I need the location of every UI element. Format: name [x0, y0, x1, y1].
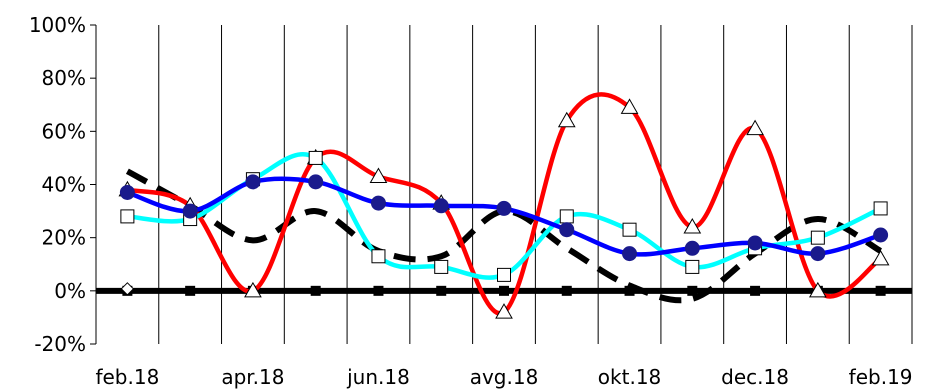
data-point-1 — [182, 203, 198, 219]
data-point-0 — [871, 249, 890, 266]
data-point-0 — [620, 98, 639, 114]
x-tick-label: avg.18 — [470, 365, 539, 389]
y-tick-label: -20% — [34, 332, 86, 356]
data-point-1 — [308, 174, 324, 190]
series-2 — [120, 150, 888, 282]
baseline-tick-marker — [499, 285, 509, 296]
baseline-tick-marker — [310, 285, 321, 296]
y-tick-label: 100% — [29, 13, 86, 37]
baseline-tick-marker — [687, 285, 698, 296]
x-tick-label: feb.18 — [95, 365, 159, 389]
axis-layer — [90, 24, 97, 345]
data-point-1 — [559, 222, 575, 238]
x-tick-label: apr.18 — [221, 365, 284, 389]
y-tick-label: 60% — [42, 119, 86, 143]
data-point-0 — [244, 281, 262, 298]
data-point-2 — [622, 222, 637, 237]
x-tick-label: okt.18 — [598, 365, 661, 389]
data-point-1 — [747, 235, 763, 251]
y-tick-label: 0% — [54, 279, 86, 303]
y-tick-label: 40% — [42, 173, 86, 197]
data-point-0 — [557, 111, 576, 128]
label-layer: -20% 0% 20% 40% 60% 80% 100% feb.18 apr.18 jun.18… — [29, 13, 913, 389]
data-point-1 — [684, 240, 700, 256]
data-point-2 — [810, 230, 825, 245]
data-point-2 — [120, 209, 135, 224]
baseline-tick-marker — [561, 285, 572, 296]
grid-layer — [158, 25, 913, 344]
data-point-1 — [119, 184, 135, 200]
data-point-2 — [497, 267, 511, 282]
baseline-tick-marker — [624, 285, 635, 296]
x-tick-label: dec.18 — [721, 365, 789, 389]
data-point-4 — [120, 282, 135, 296]
x-tick-label: jun.18 — [346, 365, 410, 389]
data-point-2 — [873, 201, 888, 216]
y-tick-label: 80% — [42, 66, 86, 90]
data-point-0 — [808, 281, 827, 298]
data-point-0 — [746, 119, 764, 136]
data-point-2 — [559, 209, 574, 224]
data-point-2 — [434, 259, 449, 274]
baseline-tick-marker — [436, 285, 447, 296]
series-1 — [119, 174, 889, 262]
data-point-2 — [308, 150, 323, 165]
data-point-2 — [371, 249, 386, 264]
baseline-tick-marker — [373, 285, 384, 296]
data-point-1 — [873, 227, 889, 243]
data-point-0 — [495, 303, 513, 319]
baseline-tick-marker — [750, 285, 761, 296]
series-4 — [96, 282, 912, 296]
series-line-2 — [127, 152, 882, 280]
series-layer — [96, 92, 912, 319]
x-tick-label: feb.19 — [849, 365, 913, 389]
data-point-2 — [685, 259, 700, 274]
data-point-0 — [369, 167, 388, 184]
data-point-1 — [496, 200, 512, 216]
data-point-1 — [622, 246, 638, 262]
baseline-tick-marker — [185, 285, 196, 296]
data-point-1 — [433, 198, 449, 214]
data-point-1 — [245, 174, 261, 190]
data-point-0 — [683, 218, 702, 234]
baseline-tick-marker — [875, 285, 886, 296]
series-line-1 — [126, 176, 882, 257]
data-point-1 — [370, 195, 386, 211]
data-point-1 — [810, 246, 826, 262]
y-tick-label: 20% — [42, 226, 86, 250]
